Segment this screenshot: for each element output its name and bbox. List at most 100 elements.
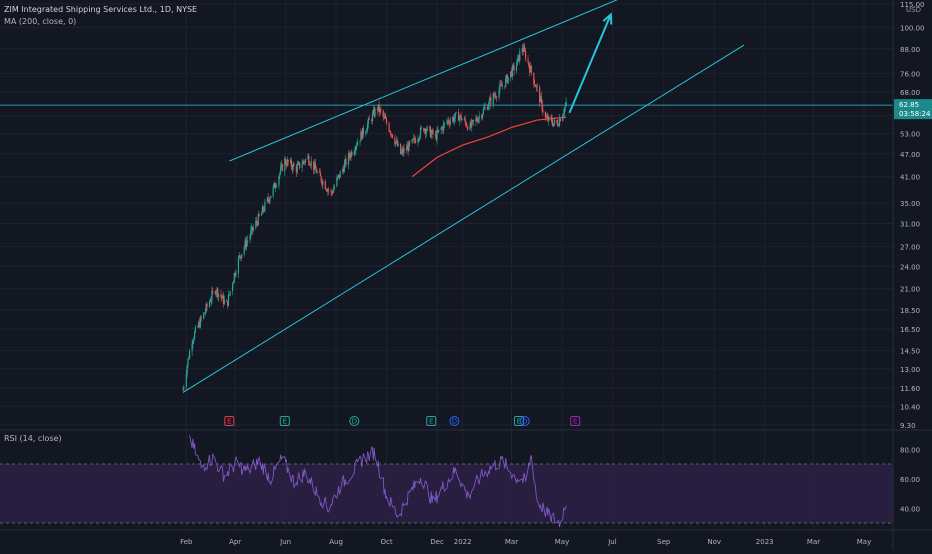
candle-body xyxy=(470,122,472,127)
last-price-tag xyxy=(894,99,932,120)
event-marker-label: E xyxy=(429,418,433,426)
candle-body xyxy=(507,77,509,83)
candle-body xyxy=(373,109,375,117)
y-tick-label: 41.00 xyxy=(900,174,920,182)
candle-body xyxy=(564,105,566,109)
candle-body xyxy=(559,118,561,122)
candle-body xyxy=(192,341,194,345)
candle-body xyxy=(409,141,411,143)
event-marker[interactable]: E xyxy=(513,416,524,426)
candle-body xyxy=(186,365,188,374)
dividend-marker-shape xyxy=(519,416,530,426)
candle-body xyxy=(534,85,537,88)
y-tick-label: 14.50 xyxy=(900,348,920,356)
candle-body xyxy=(347,153,350,165)
y-tick-label: 100.00 xyxy=(900,24,925,32)
candle-body xyxy=(350,151,352,158)
candle-body xyxy=(471,120,473,127)
rsi-tick-label: 60.00 xyxy=(900,476,920,484)
candle-body xyxy=(438,129,440,132)
candle-body xyxy=(403,148,405,153)
candle-body xyxy=(237,257,240,274)
candle-body xyxy=(405,148,408,150)
candle-body xyxy=(182,389,184,391)
earnings-marker-shape xyxy=(224,416,235,426)
candle-body xyxy=(541,100,543,111)
event-marker-label: D xyxy=(522,418,527,426)
candle-body xyxy=(420,127,422,129)
candle-body xyxy=(505,78,507,87)
candle-body xyxy=(295,165,297,173)
candle-body xyxy=(395,140,398,142)
candle-body xyxy=(286,159,288,166)
event-marker[interactable]: E xyxy=(426,416,437,426)
candle-body xyxy=(529,65,532,73)
candle-body xyxy=(220,293,222,298)
candle-body xyxy=(524,47,526,52)
candle-body xyxy=(379,108,381,113)
event-marker[interactable]: E xyxy=(279,416,290,426)
candle-body xyxy=(304,161,306,163)
event-marker[interactable]: D xyxy=(349,416,360,426)
candle-body xyxy=(469,122,471,130)
candle-body xyxy=(188,358,190,360)
candle-body xyxy=(553,119,556,123)
candle-body xyxy=(400,143,402,154)
candle-body xyxy=(467,126,469,130)
candle-body xyxy=(406,145,408,150)
candle-body xyxy=(546,116,548,118)
candle-body xyxy=(183,386,185,390)
candle-body xyxy=(396,140,398,146)
rsi-tick-label: 40.00 xyxy=(900,505,920,513)
candle-body xyxy=(524,51,527,60)
candle-body xyxy=(489,97,491,101)
candle-body xyxy=(563,108,566,114)
candle-body xyxy=(523,47,525,52)
event-marker[interactable]: E xyxy=(224,416,235,426)
event-marker[interactable]: E xyxy=(570,416,581,426)
last-price-value: 62.85 xyxy=(899,101,919,109)
candle-body xyxy=(411,139,413,143)
candle-body xyxy=(264,201,266,211)
candles xyxy=(182,42,567,393)
candle-body xyxy=(345,159,347,165)
rsi-line xyxy=(189,435,567,528)
chart-overlays xyxy=(0,0,893,393)
candle-body xyxy=(261,206,264,213)
candle-body xyxy=(539,96,542,103)
candle-body xyxy=(356,145,358,147)
candle-body xyxy=(249,235,251,241)
candle-body xyxy=(309,165,312,166)
candle-body xyxy=(367,118,369,124)
indicator-label: MA (200, close, 0) xyxy=(4,17,76,26)
candle-body xyxy=(397,143,399,146)
y-tick-label: 88.00 xyxy=(900,46,920,54)
event-marker[interactable]: D xyxy=(519,416,530,426)
candle-body xyxy=(349,156,351,158)
candle-body xyxy=(252,227,254,231)
candle-body xyxy=(234,273,236,276)
candle-body xyxy=(562,115,564,122)
candle-body xyxy=(206,304,208,307)
candle-body xyxy=(521,48,523,52)
candle-body xyxy=(482,108,484,115)
candle-body xyxy=(545,117,547,119)
candle-body xyxy=(389,131,391,132)
candle-body xyxy=(235,273,237,276)
candle-body xyxy=(205,304,207,312)
candle-body xyxy=(290,160,292,168)
candle-body xyxy=(552,123,554,127)
candle-body xyxy=(478,115,480,119)
candle-body xyxy=(428,126,431,128)
event-marker[interactable]: D xyxy=(449,416,460,426)
candle-body xyxy=(261,212,263,216)
x-tick-label: Aug xyxy=(329,538,343,546)
candle-body xyxy=(226,300,228,303)
candle-body xyxy=(495,95,497,98)
candle-body xyxy=(425,130,427,134)
candle-body xyxy=(419,127,422,137)
candle-body xyxy=(327,189,329,192)
